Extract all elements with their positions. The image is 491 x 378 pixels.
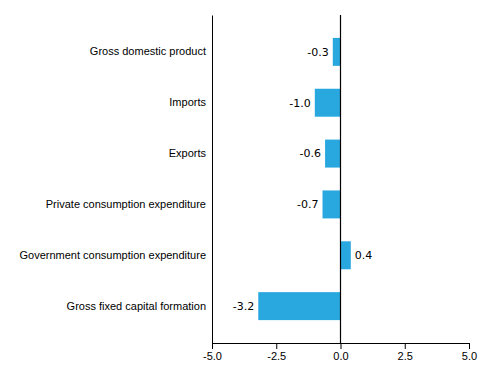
y-tick-label: Exports [169,147,207,159]
data-label: 0.4 [355,249,373,262]
y-axis: Gross fixed capital formation Government … [20,16,213,344]
y-tick-label: Private consumption expenditure [46,198,206,210]
y-tick: Exports [169,147,207,159]
data-label: -0.7 [297,198,318,211]
x-tick: -5.0 [203,343,222,362]
x-tick: -2.5 [267,343,286,362]
bar [341,241,351,269]
data-label: -1.0 [289,97,310,110]
y-tick-label: Government consumption expenditure [20,249,207,261]
data-label: -0.3 [307,46,328,59]
x-tick: 0.0 [333,343,348,362]
x-tick-label: 2.5 [398,350,413,362]
x-axis-line [213,344,470,350]
plot: -5.0 -2.5 0.0 2.5 5.0 Gross fixed capital for… [20,15,478,362]
y-axis-line [212,16,213,344]
x-tick-label: 5.0 [462,350,477,362]
x-tick-label: 0.0 [333,350,348,362]
data-label: -0.6 [300,147,321,160]
x-tick: 5.0 [462,343,477,362]
x-tick-label: -5.0 [203,350,222,362]
x-tick-mark [405,343,406,349]
y-tick: Government consumption expenditure [20,249,207,261]
bar [315,89,341,117]
y-tick: Private consumption expenditure [46,198,206,210]
x-tick: 2.5 [398,343,413,362]
x-tick-mark [341,343,342,349]
x-tick-mark [212,343,213,349]
y-tick: Gross domestic product [90,45,206,57]
y-tick-label: Gross fixed capital formation [67,300,206,312]
y-tick: Gross fixed capital formation [67,300,206,312]
bar [325,140,340,168]
chart: -5.0 -2.5 0.0 2.5 5.0 Gross fixed capital for… [0,0,491,378]
bar [323,190,341,218]
baseline [340,15,341,343]
y-tick: Imports [169,96,206,108]
bar [333,38,341,66]
y-tick-label: Imports [169,96,206,108]
bars [258,38,351,320]
x-axis: -5.0 -2.5 0.0 2.5 5.0 [203,343,477,362]
x-tick-mark [276,343,277,349]
data-label: -3.2 [233,300,254,313]
x-tick-label: -2.5 [267,350,286,362]
x-tick-mark [469,343,470,349]
y-tick-label: Gross domestic product [90,45,206,57]
bar [258,292,340,320]
data-labels: -3.2 0.4 -0.7 -0.6 -1.0 -0.3 [233,46,372,313]
